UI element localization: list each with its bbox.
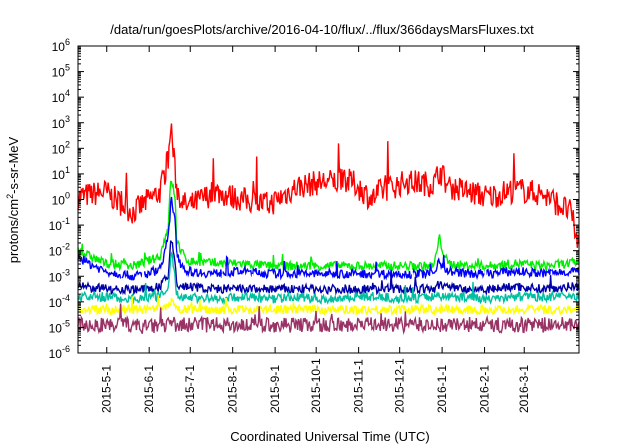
- x-tick-label: 2015-10-1: [309, 358, 323, 413]
- series-line-blue: [77, 196, 580, 281]
- series-layer: [77, 123, 580, 336]
- x-tick-label: 2015-5-1: [100, 365, 114, 413]
- y-tick-exponent: 3: [65, 114, 70, 124]
- y-tick-label: 10-5: [49, 318, 70, 335]
- x-ticks: 2015-5-1 2015-6-1 2015-7-1 2015-8-1 2015-9-1…: [100, 46, 531, 413]
- y-axis-label-main: protons/cm: [6, 199, 21, 263]
- y-axis-label-rest: -s-sr-MeV: [6, 136, 21, 193]
- y-tick-exponent: -2: [62, 242, 70, 252]
- y-tick-label: 10-6: [49, 344, 70, 361]
- y-tick-exponent: -6: [62, 344, 70, 354]
- y-tick-base: 10: [52, 194, 66, 208]
- y-tick-exponent: 4: [65, 88, 70, 98]
- y-tick-base: 10: [49, 296, 63, 310]
- y-tick-base: 10: [49, 245, 63, 259]
- y-tick-base: 10: [52, 142, 66, 156]
- x-tick-label: 2015-7-1: [183, 365, 197, 413]
- y-tick-exponent: 2: [65, 139, 70, 149]
- y-tick-exponent: -1: [62, 216, 70, 226]
- y-tick-exponent: 0: [65, 191, 70, 201]
- series-line-teal: [77, 251, 580, 306]
- y-tick-label: 105: [52, 63, 70, 80]
- chart-title: /data/run/goesPlots/archive/2016-04-10/f…: [110, 22, 534, 37]
- y-tick-label: 100: [52, 191, 70, 208]
- y-tick-label: 106: [52, 37, 70, 54]
- y-tick-exponent: 6: [65, 37, 70, 47]
- y-axis-label-sup: 2: [5, 194, 15, 199]
- x-tick-label: 2016-1-1: [435, 365, 449, 413]
- series-line-yellow: [77, 295, 580, 317]
- x-tick-label: 2016-2-1: [478, 365, 492, 413]
- y-tick-base: 10: [52, 168, 66, 182]
- y-tick-label: 10-1: [49, 216, 70, 233]
- y-tick-exponent: -5: [62, 318, 70, 328]
- y-tick-base: 10: [52, 117, 66, 131]
- x-tick-label: 2015-12-1: [393, 358, 407, 413]
- y-tick-label: 103: [52, 114, 70, 131]
- x-tick-label: 2015-6-1: [142, 365, 156, 413]
- y-axis-label: protons/cm2-s-sr-MeV: [5, 136, 21, 263]
- y-tick-label: 10-3: [49, 267, 70, 284]
- x-tick-label: 2015-8-1: [226, 365, 240, 413]
- series-line-navy: [77, 240, 580, 297]
- y-tick-exponent: -3: [62, 267, 70, 277]
- y-tick-base: 10: [52, 66, 66, 80]
- y-tick-label: 104: [52, 88, 70, 105]
- y-tick-base: 10: [49, 219, 63, 233]
- series-line-purple: [77, 303, 580, 336]
- y-tick-base: 10: [52, 91, 66, 105]
- series-line-red: [77, 123, 580, 248]
- plot-area: 10-610-510-410-310-210-11001011021031041…: [49, 37, 580, 413]
- x-tick-label: 2016-3-1: [517, 365, 531, 413]
- x-axis-label: Coordinated Universal Time (UTC): [230, 429, 429, 444]
- y-tick-base: 10: [49, 321, 63, 335]
- y-tick-base: 10: [49, 347, 63, 361]
- y-tick-label: 10-2: [49, 242, 70, 259]
- y-tick-exponent: 1: [65, 165, 70, 175]
- y-tick-label: 10-4: [49, 293, 70, 310]
- y-tick-label: 101: [52, 165, 70, 182]
- y-tick-exponent: 5: [65, 63, 70, 73]
- y-tick-label: 102: [52, 139, 70, 156]
- y-ticks: 10-610-510-410-310-210-11001011021031041…: [49, 37, 579, 361]
- y-tick-base: 10: [49, 270, 63, 284]
- x-tick-label: 2015-11-1: [352, 359, 366, 413]
- y-tick-exponent: -4: [62, 293, 70, 303]
- y-tick-base: 10: [52, 40, 66, 54]
- x-tick-label: 2015-9-1: [268, 365, 282, 413]
